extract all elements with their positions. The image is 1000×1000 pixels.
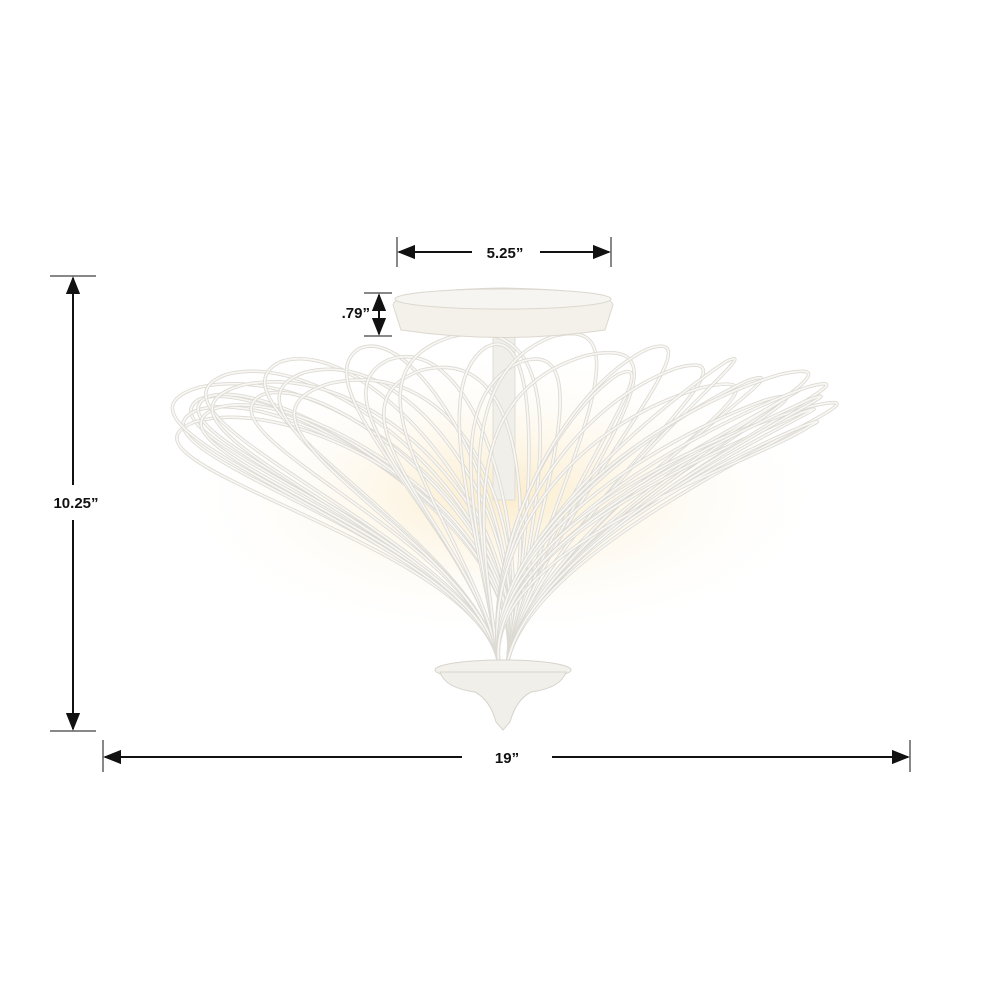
wire-loop xyxy=(293,379,514,666)
wire-loops xyxy=(170,332,839,666)
wire-loop xyxy=(469,358,561,666)
wire-loop xyxy=(497,370,810,666)
wire-loop xyxy=(171,382,510,666)
dimension-overall-width: 19” xyxy=(102,740,911,772)
finial xyxy=(434,659,572,731)
wire-loop xyxy=(399,332,542,666)
overall-width-label: 19” xyxy=(495,750,519,767)
canopy xyxy=(392,287,614,338)
dimension-canopy-width: 5.25” xyxy=(396,237,612,267)
wire-loop xyxy=(497,395,822,666)
wire-loop xyxy=(205,370,511,666)
light-fixture xyxy=(170,287,839,731)
canopy-height-label: .79” xyxy=(342,305,370,322)
dimension-overall-height: 10.25” xyxy=(50,275,99,732)
dimension-canopy-height: .79” xyxy=(342,292,392,337)
overall-height-label: 10.25” xyxy=(53,495,98,512)
wire-loop xyxy=(497,401,838,666)
canopy-width-label: 5.25” xyxy=(487,245,524,262)
wire-loop xyxy=(482,351,636,666)
wire-loop xyxy=(250,391,510,666)
wire-loop xyxy=(211,380,511,666)
